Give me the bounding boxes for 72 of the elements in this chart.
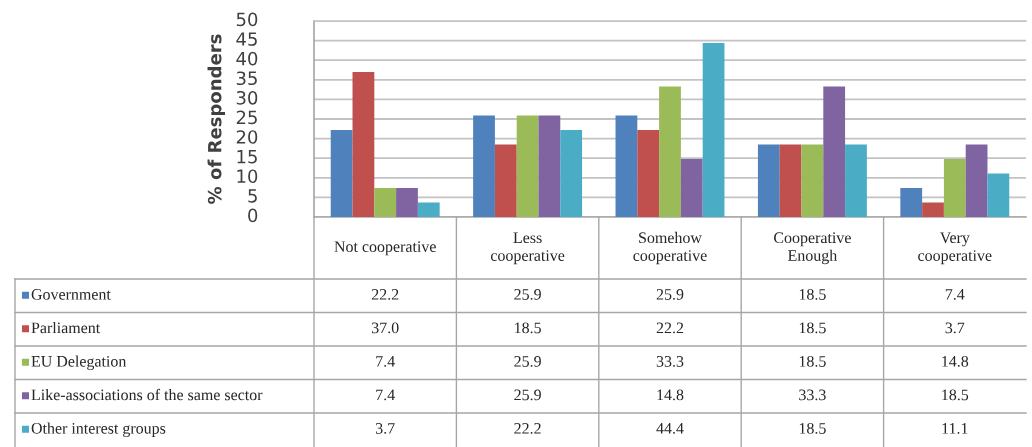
y-tick-label: 20 <box>236 130 258 144</box>
legend-label: Parliament <box>31 322 101 334</box>
bar <box>538 115 561 217</box>
y-tick-label: 50 <box>236 12 258 27</box>
data-label: 18.5 <box>799 422 826 434</box>
data-label: 18.5 <box>799 322 826 334</box>
legend-label: Other interest groups <box>31 422 166 438</box>
bar <box>900 187 923 217</box>
legend-label: Like-associations of the same sector <box>31 388 263 401</box>
data-label: 37.0 <box>371 322 399 334</box>
bar <box>702 42 725 217</box>
data-label: 25.9 <box>656 289 684 300</box>
data-label: 25.9 <box>514 389 541 401</box>
bar <box>516 115 539 217</box>
y-tick-label: 0 <box>248 208 258 223</box>
legend-label: Government <box>31 289 111 300</box>
bar <box>779 144 802 217</box>
data-label: 44.4 <box>656 423 684 434</box>
data-label: 25.9 <box>514 356 541 367</box>
data-label: 14.8 <box>942 355 969 367</box>
data-label: 25.9 <box>514 289 541 300</box>
x-tick-label: Very cooperative <box>918 232 992 265</box>
bar <box>757 144 780 217</box>
data-label: 7.4 <box>376 356 395 367</box>
bar <box>473 115 495 217</box>
y-tick-label: 45 <box>236 32 257 46</box>
data-label: 18.5 <box>799 288 826 300</box>
data-label: 18.5 <box>799 355 826 367</box>
data-label: 3.7 <box>945 322 965 334</box>
bar <box>965 144 988 217</box>
bar <box>680 158 703 217</box>
bar <box>922 202 944 217</box>
y-tick-label: 30 <box>236 90 258 105</box>
bar <box>801 144 824 217</box>
legend-label: EU Delegation <box>31 355 127 371</box>
y-tick-label: 15 <box>237 150 257 164</box>
data-label: 18.5 <box>515 322 541 334</box>
bar <box>659 86 681 217</box>
bar <box>615 115 638 217</box>
data-label: 33.3 <box>799 389 826 401</box>
data-label: 18.5 <box>942 389 969 401</box>
data-label: 7.4 <box>945 289 965 300</box>
x-tick-label: Cooperative Enough <box>774 232 851 265</box>
data-label: 14.8 <box>657 389 684 401</box>
data-label: 7.4 <box>376 389 395 401</box>
y-tick-label: 10 <box>237 169 258 184</box>
bar <box>943 158 966 217</box>
y-tick-label: 5 <box>248 189 257 203</box>
data-label: 22.2 <box>514 423 541 434</box>
x-tick-label: Somehow cooperative <box>633 231 707 265</box>
data-label: 11.1 <box>942 423 968 434</box>
data-label: 22.2 <box>656 322 684 334</box>
y-tick-label: 35 <box>236 71 257 86</box>
bar <box>396 187 418 217</box>
y-axis-title: % of Responders <box>207 34 225 204</box>
x-tick-label: Less cooperative <box>490 232 565 265</box>
bar <box>417 202 440 217</box>
bar <box>352 71 375 217</box>
y-tick-label: 40 <box>236 51 258 66</box>
bar <box>637 129 660 217</box>
bar <box>845 144 867 217</box>
bar <box>560 129 583 217</box>
data-label: 33.3 <box>656 356 684 367</box>
bar <box>330 129 353 217</box>
data-label: 3.7 <box>375 423 395 434</box>
bar <box>823 86 846 217</box>
bar <box>374 187 397 217</box>
bar <box>987 173 1010 217</box>
data-label: 22.2 <box>371 289 399 300</box>
x-tick-label: Not cooperative <box>334 241 436 256</box>
bar <box>494 144 517 217</box>
y-tick-label: 25 <box>236 110 257 125</box>
